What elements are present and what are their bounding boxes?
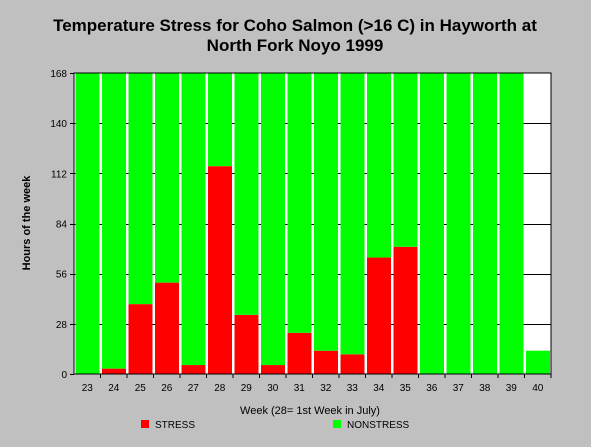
x-tick-label: 35 bbox=[400, 383, 412, 394]
bar-stress-week-34 bbox=[367, 257, 391, 374]
bar-nonstress-week-36 bbox=[420, 73, 444, 374]
bar-nonstress-week-38 bbox=[473, 73, 497, 374]
bar-nonstress-week-26 bbox=[155, 73, 179, 283]
bar-nonstress-week-37 bbox=[446, 73, 471, 374]
y-tick-label: 84 bbox=[56, 220, 68, 231]
x-tick-label: 25 bbox=[135, 383, 147, 394]
bar-nonstress-week-34 bbox=[367, 73, 391, 258]
y-tick-label: 56 bbox=[56, 270, 68, 281]
y-axis: 0 28 56 84 112 140 168 bbox=[50, 69, 74, 381]
bar-nonstress-week-30 bbox=[261, 73, 285, 366]
bar-stress-week-24 bbox=[102, 368, 126, 374]
bar-stress-week-33 bbox=[340, 354, 365, 374]
bar-nonstress-week-27 bbox=[181, 73, 206, 366]
x-tick-label: 29 bbox=[241, 383, 253, 394]
bar-stress-week-30 bbox=[261, 365, 285, 374]
x-tick-label: 33 bbox=[347, 383, 359, 394]
bar-nonstress-week-32 bbox=[314, 73, 338, 351]
x-tick-label: 37 bbox=[453, 383, 465, 394]
bar-stress-week-35 bbox=[393, 246, 418, 374]
y-tick-label: 168 bbox=[50, 69, 67, 80]
legend-label-stress: STRESS bbox=[155, 420, 195, 431]
x-axis: 23 24 25 26 27 28 29 30 31 32 33 34 35 36 37 38 39 40 bbox=[82, 374, 552, 394]
bar-nonstress-week-28 bbox=[208, 73, 232, 167]
x-tick-label: 26 bbox=[161, 383, 173, 394]
chart-title-line-2: North Fork Noyo 1999 bbox=[207, 36, 384, 55]
x-tick-label: 23 bbox=[82, 383, 94, 394]
y-tick-label: 112 bbox=[51, 169, 67, 180]
bar-stress-week-32 bbox=[314, 350, 338, 374]
x-tick-label: 38 bbox=[479, 383, 491, 394]
x-tick-label: 24 bbox=[108, 383, 120, 394]
y-tick-label: 28 bbox=[56, 320, 68, 331]
legend-swatch-stress bbox=[141, 420, 149, 428]
x-tick-label: 31 bbox=[294, 383, 306, 394]
bar-stress-week-28 bbox=[208, 166, 232, 374]
bar-nonstress-week-25 bbox=[128, 73, 153, 305]
bar-nonstress-week-33 bbox=[340, 73, 365, 355]
x-axis-label: Week (28= 1st Week in July) bbox=[240, 405, 380, 417]
x-tick-label: 27 bbox=[188, 383, 200, 394]
y-tick-label: 0 bbox=[61, 370, 67, 381]
chart-title-line-1: Temperature Stress for Coho Salmon (>16 … bbox=[53, 16, 537, 35]
x-tick-label: 40 bbox=[532, 383, 544, 394]
bar-nonstress-week-35 bbox=[393, 73, 418, 247]
bar-stress-week-29 bbox=[234, 314, 259, 374]
legend-swatch-nonstress bbox=[333, 420, 341, 428]
bar-stress-week-31 bbox=[287, 332, 312, 374]
bar-nonstress-week-39 bbox=[499, 73, 524, 374]
x-tick-label: 32 bbox=[320, 383, 332, 394]
bar-nonstress-week-40 bbox=[526, 350, 550, 374]
y-axis-label: Hours of the week bbox=[21, 175, 33, 271]
x-tick-label: 39 bbox=[506, 383, 518, 394]
x-tick-label: 34 bbox=[373, 383, 385, 394]
legend: STRESS NONSTRESS bbox=[141, 420, 410, 431]
bars bbox=[73, 72, 552, 375]
bar-nonstress-week-31 bbox=[287, 73, 312, 333]
legend-label-nonstress: NONSTRESS bbox=[347, 420, 410, 431]
bar-nonstress-week-29 bbox=[234, 73, 259, 315]
bar-nonstress-week-24 bbox=[102, 73, 126, 369]
bar-stress-week-27 bbox=[181, 365, 206, 374]
x-tick-label: 30 bbox=[267, 383, 279, 394]
bar-nonstress-week-23 bbox=[75, 73, 100, 374]
x-tick-label: 28 bbox=[214, 383, 226, 394]
y-tick-label: 140 bbox=[50, 119, 67, 130]
grid-lines bbox=[74, 123, 551, 325]
x-tick-label: 36 bbox=[426, 383, 438, 394]
bar-stress-week-25 bbox=[128, 304, 153, 374]
bar-stress-week-26 bbox=[155, 282, 179, 374]
